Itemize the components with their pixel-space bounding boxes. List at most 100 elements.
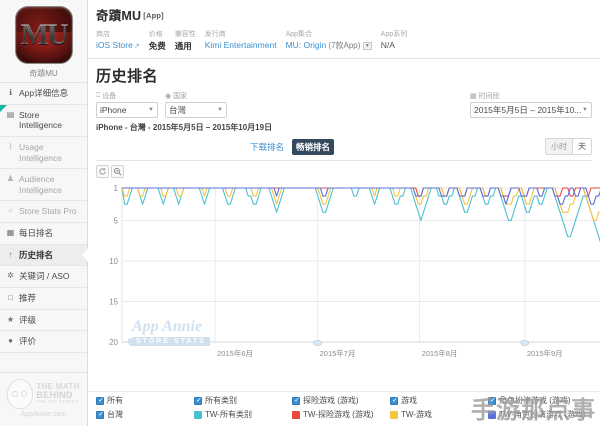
svg-text:2015年9月: 2015年9月 (527, 348, 563, 358)
keyword-icon: ✲ (7, 271, 14, 281)
meta-value: 免费 (148, 41, 166, 51)
legend-category-2[interactable]: 探险游戏 (游戏) (292, 395, 390, 406)
circle-icon: ○ (8, 206, 13, 216)
meta-value[interactable]: Kimi Entertainment (204, 40, 277, 50)
tab-0[interactable]: 下载排名 (250, 141, 285, 152)
daterange-label-text: 时间段 (478, 93, 500, 100)
legend-category-4[interactable]: 角色扮演游戏 (游戏) (488, 395, 586, 406)
meta-key: 价格 (148, 31, 163, 38)
calendar-icon: ▦ (6, 228, 15, 237)
meta-key: App系列 (380, 31, 408, 38)
app-icon[interactable]: MU (14, 6, 73, 64)
sidebar-item-label: 历史排名 (19, 249, 54, 260)
calendar-icon: ▦ (470, 93, 477, 100)
sidebar-item-0[interactable]: ℹ App详细信息 (0, 83, 87, 105)
sidebar-item-2[interactable]: ⌇ Usage Intelligence (0, 136, 87, 170)
meta-field-2: 兼容性 通用 (175, 29, 196, 52)
svg-text:2015年7月: 2015年7月 (320, 348, 356, 358)
sidebar-item-label: Audience Intelligence (19, 174, 63, 195)
legend-category-1[interactable]: 所有类别 (194, 395, 292, 406)
promo-url[interactable]: AppAnnie.com (20, 411, 67, 418)
recommend-icon: □ (8, 292, 13, 302)
sidebar-item-label: Store Stats Pro (19, 206, 77, 217)
page-app-title: 奇蹟MU [App] (96, 5, 592, 24)
granularity-toggle: 小时天 (545, 138, 592, 155)
daterange-select[interactable]: 2015年5月5日 – 2015年10... ▼ (470, 102, 592, 118)
globe-icon: ◉ (165, 93, 172, 100)
sidebar-item-4[interactable]: ○ Store Stats Pro (0, 201, 87, 223)
app-icon-label: MU (16, 7, 72, 63)
chart-toolbar (96, 165, 592, 178)
checkbox-icon[interactable] (488, 396, 497, 405)
chart-tabbar: 下载排名 畅销排名 小时天 (96, 138, 592, 161)
daterange-select-value: 2015年5月5日 – 2015年10... (474, 105, 582, 115)
sidebar-item-9[interactable]: ★ 评级 (0, 309, 87, 332)
svg-text:15: 15 (109, 297, 118, 306)
chevron-down-icon: ▼ (148, 107, 154, 113)
page-title: 历史排名 (96, 68, 159, 85)
legend-series-1[interactable]: TW-所有类别 (194, 409, 292, 420)
sidebar-item-label: 关键词 / ASO (19, 271, 70, 282)
meta-field-1: 价格 免费 (149, 29, 166, 52)
legend-label: 所有 (107, 396, 123, 405)
checkbox-icon[interactable] (292, 396, 301, 405)
meta-field-0: 商店 iOS Store↗ (96, 29, 140, 50)
sidebar-item-8[interactable]: □ 推荐 (0, 287, 87, 310)
promo-banner[interactable]: THE MATH BEHIND THE APP STORES AppAnnie.… (0, 372, 87, 426)
sidebar-item-label: 评价 (19, 336, 37, 347)
app-title-text: 奇蹟MU (96, 9, 142, 23)
device-label-text: 设备 (102, 93, 117, 100)
legend-category-3[interactable]: 游戏 (390, 395, 488, 406)
reset-zoom-icon[interactable] (96, 165, 109, 178)
granularity-1[interactable]: 天 (572, 139, 591, 154)
zoom-out-icon[interactable] (111, 165, 124, 178)
meta-key: 发行商 (204, 31, 226, 38)
legend-color-swatch (194, 410, 202, 419)
chevron-down-icon[interactable]: ▼ (362, 42, 372, 50)
legend-label: TW-所有类别 (205, 410, 252, 419)
app-meta-row: 商店 iOS Store↗ 价格免费 兼容性 通用 发行商 Kimi Entertainme… (96, 29, 592, 52)
sidebar-item-5[interactable]: ▦ 每日排名 (0, 223, 87, 245)
checkbox-icon[interactable] (390, 396, 399, 405)
sidebar-item-label: 评级 (19, 314, 37, 325)
meta-field-3: 发行商 Kimi Entertainment (205, 29, 277, 50)
sidebar-item-3[interactable]: ♟ Audience Intelligence (0, 169, 87, 202)
checkbox-icon[interactable] (194, 396, 203, 405)
checkbox-icon[interactable] (96, 410, 105, 419)
sidebar-item-label: 推荐 (19, 292, 37, 303)
country-label-text: 国家 (173, 93, 188, 100)
svg-text:10: 10 (109, 257, 118, 266)
chart-legend: 所有 所有类别 探险游戏 (游戏) 游戏 角色扮演游戏 (游戏) 台灣 TW-所有类别 TW… (88, 391, 600, 426)
legend-series-3[interactable]: TW-游戏 (390, 409, 488, 420)
meta-field-5: App系列 N/A (381, 29, 407, 50)
chart-container: 151015202015年6月2015年7月2015年8月2015年9月2015… (88, 161, 600, 391)
svg-text:2015年8月: 2015年8月 (422, 348, 458, 358)
meta-value[interactable]: iOS Store↗ (96, 40, 140, 50)
country-select-value: 台灣 (169, 105, 187, 115)
legend-category-0[interactable]: 所有 (96, 395, 194, 406)
audience-icon: ♟ (6, 174, 15, 184)
sidebar-item-10[interactable]: ● 评价 (0, 331, 87, 353)
country-select[interactable]: 台灣 ▼ (165, 102, 227, 118)
legend-series-0[interactable]: 台灣 (96, 409, 194, 420)
info-icon: ℹ (8, 88, 13, 97)
checkbox-icon[interactable] (96, 396, 105, 405)
sidebar-item-1[interactable]: ▤ Store Intelligence (0, 104, 87, 137)
device-select[interactable]: iPhone ▼ (96, 102, 158, 118)
external-link-icon: ↗ (133, 43, 140, 50)
store-icon: ▤ (6, 109, 15, 119)
sidebar-item-7[interactable]: ✲ 关键词 / ASO (0, 266, 87, 288)
meta-value: N/A (380, 40, 395, 50)
meta-value[interactable]: MU: Origin (7款App) ▼ (286, 40, 372, 51)
sidebar-item-label: 每日排名 (19, 228, 54, 238)
chart-svg: 151015202015年6月2015年7月2015年8月2015年9月2015… (109, 184, 600, 358)
legend-color-swatch (292, 410, 300, 419)
tab-1[interactable]: 畅销排名 (292, 138, 335, 155)
meta-key: 兼容性 (174, 31, 196, 38)
granularity-0[interactable]: 小时 (546, 139, 572, 154)
legend-series-2[interactable]: TW-探险游戏 (游戏) (292, 409, 390, 420)
sidebar-item-6[interactable]: ↑ 历史排名 (0, 244, 87, 267)
legend-series-4[interactable]: TW-角色扮演游戏 (游戏) (488, 409, 586, 420)
ranking-chart[interactable]: 151015202015年6月2015年7月2015年8月2015年9月2015… (96, 180, 600, 370)
